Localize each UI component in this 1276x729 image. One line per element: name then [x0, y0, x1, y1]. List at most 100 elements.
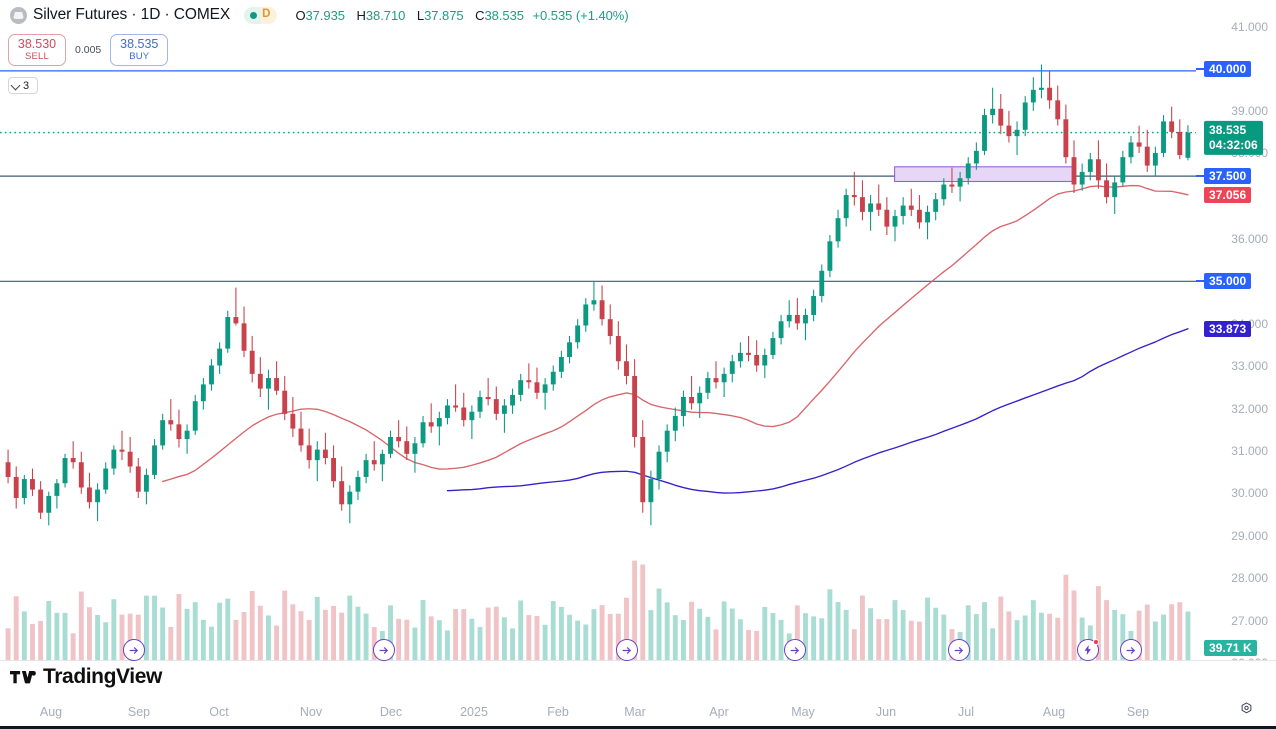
candle-body: [428, 422, 434, 427]
forward-arrow-icon[interactable]: [616, 639, 638, 661]
sell-label: SELL: [24, 50, 50, 62]
volume-bar: [567, 614, 572, 660]
price-label-volume[interactable]: 39.71 K: [1204, 640, 1257, 656]
chart-plot-area[interactable]: [0, 0, 1196, 660]
volume-bar: [721, 601, 727, 660]
quantity-selector[interactable]: 3: [8, 77, 38, 94]
candle-body: [957, 178, 963, 187]
volume-bar: [656, 588, 662, 660]
time-tick: May: [791, 705, 815, 719]
forward-arrow-icon[interactable]: [784, 639, 806, 661]
candle-body: [266, 378, 271, 389]
volume-bar: [111, 599, 117, 660]
supply-demand-zone[interactable]: [894, 166, 1076, 183]
zone-rect[interactable]: [894, 166, 1076, 183]
price-label-line-price[interactable]: 35.000: [1204, 273, 1252, 289]
volume-bar: [62, 612, 68, 660]
volume-bar: [192, 602, 198, 660]
candles: [5, 64, 1191, 526]
volume-bar: [510, 628, 515, 660]
session-status-badge[interactable]: D: [244, 6, 278, 24]
volume-bar: [884, 619, 890, 660]
candle-body: [331, 458, 336, 482]
ma-slow-line[interactable]: [446, 328, 1189, 494]
spread-value: 0.005: [75, 44, 102, 56]
candle-body: [371, 460, 377, 465]
candle-body: [152, 445, 157, 475]
volume-bar: [461, 609, 467, 660]
candle-body: [1120, 157, 1126, 183]
volume-bar: [762, 606, 768, 660]
tradingview-logo-icon: [10, 670, 36, 683]
price-label-current-price[interactable]: 38.535 04:32:06: [1204, 120, 1263, 156]
candle-body: [1014, 129, 1020, 137]
price-label-ma-price[interactable]: 33.873: [1204, 321, 1252, 337]
candle-body: [485, 397, 491, 400]
candle-body: [347, 491, 353, 505]
volume-bar: [664, 602, 670, 660]
forward-arrow-icon[interactable]: [1120, 639, 1142, 661]
volume-bar: [266, 615, 271, 660]
candle-body: [298, 428, 304, 446]
price-tick: 33.000: [1231, 359, 1268, 373]
sell-price: 38.530: [17, 37, 57, 52]
volume-bar: [1169, 604, 1175, 660]
candle-body: [672, 415, 678, 431]
candle-body: [558, 357, 564, 372]
volume-bar: [339, 612, 345, 660]
buy-price: 38.535: [120, 37, 159, 52]
price-label-line-price[interactable]: 40.000: [1204, 61, 1252, 77]
gear-icon[interactable]: [1239, 701, 1254, 716]
candle-body: [5, 462, 11, 477]
buy-button[interactable]: 38.535 BUY: [110, 34, 169, 66]
price-scale[interactable]: 41.00039.00038.00036.00034.00033.00032.0…: [1196, 0, 1276, 670]
symbol-title[interactable]: Silver Futures · 1D · COMEX: [33, 6, 231, 23]
candlestick-canvas: [0, 64, 1196, 660]
low-value: 37.875: [424, 7, 464, 23]
volume-bar: [607, 613, 613, 660]
sell-button[interactable]: 38.530 SELL: [8, 34, 66, 66]
lightning-icon[interactable]: [1077, 639, 1099, 661]
forward-arrow-icon[interactable]: [123, 639, 145, 661]
candle-body: [257, 373, 263, 389]
candle-body: [526, 380, 532, 383]
volume-bar: [811, 616, 817, 660]
brand-text: TradingView: [43, 665, 162, 688]
candle-body: [656, 451, 662, 480]
candle-body: [233, 317, 239, 324]
price-label-line-price[interactable]: 37.500: [1204, 168, 1252, 184]
time-scale[interactable]: Aug Sep Oct Nov Dec 2025 Feb Mar Apr May Jun Jul Aug…: [0, 639, 1276, 729]
candle-body: [493, 399, 499, 414]
interval-letter: D: [262, 8, 271, 21]
forward-arrow-icon[interactable]: [948, 639, 970, 661]
candle-body: [632, 375, 638, 437]
candle-body: [21, 479, 27, 498]
volume-bar: [973, 614, 979, 660]
candle-body: [168, 420, 174, 425]
price-label-ma-price[interactable]: 37.056: [1204, 187, 1252, 203]
candle-body: [420, 422, 426, 444]
volume-bar: [5, 628, 11, 660]
volume-bar: [127, 613, 133, 660]
candle-body: [87, 487, 92, 503]
volume-bar: [843, 609, 849, 660]
candle-body: [1185, 132, 1191, 158]
candle-body: [1104, 180, 1109, 198]
volume-bar: [152, 595, 157, 660]
ohlc-values: O37.935 H38.710 L37.875 C38.535 +0.535 (…: [295, 8, 628, 23]
forward-arrow-icon[interactable]: [373, 639, 395, 661]
candle-body: [876, 203, 882, 210]
candle-body: [1030, 89, 1036, 103]
candle-body: [908, 205, 914, 210]
candle-body: [379, 453, 385, 465]
time-tick: 2025: [460, 705, 488, 719]
candle-body: [770, 338, 776, 355]
candle-body: [249, 350, 255, 374]
price-label-tick: [1196, 175, 1204, 177]
volume-bar: [615, 613, 621, 660]
volume-bar: [746, 629, 751, 660]
candle-body: [306, 445, 312, 461]
volume-bar: [388, 605, 393, 660]
high-value: 38.710: [365, 7, 406, 23]
candle-body: [916, 209, 922, 223]
